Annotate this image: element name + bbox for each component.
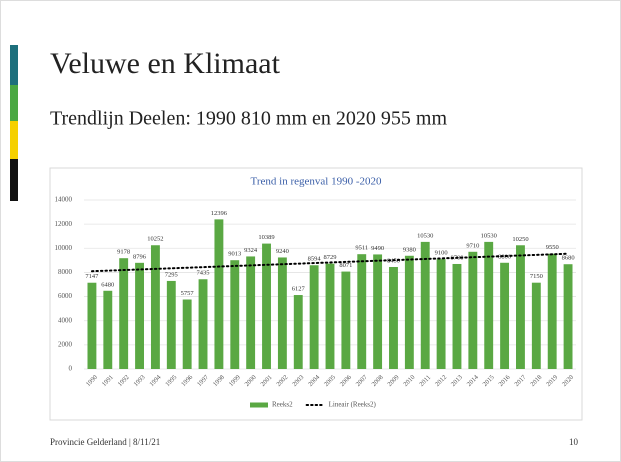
legend-label: Lineair (Reeks2): [329, 401, 377, 409]
y-tick-label: 0: [69, 365, 73, 373]
data-label: 9100: [435, 250, 448, 257]
bar: [119, 258, 129, 369]
accent: [10, 85, 18, 121]
y-tick-label: 2000: [58, 340, 73, 348]
data-label: 7150: [530, 273, 543, 280]
bar: [277, 257, 287, 369]
data-label: 7435: [197, 270, 210, 277]
bar: [484, 241, 494, 369]
legend-label: Reeks2: [272, 401, 293, 409]
data-label: 9550: [546, 244, 559, 251]
data-label: 8729: [324, 254, 337, 261]
bar: [166, 280, 176, 369]
data-label: 8680: [562, 255, 575, 262]
y-tick-label: 4000: [58, 316, 73, 324]
bar: [135, 262, 144, 369]
data-label: 7295: [165, 271, 178, 278]
y-tick-label: 6000: [58, 292, 73, 300]
data-label: 8796: [133, 253, 147, 260]
slide-subtitle: Trendlijn Deelen: 1990 810 mm en 2020 95…: [50, 108, 447, 130]
bar: [563, 264, 573, 369]
bar: [182, 299, 192, 369]
data-label: 6480: [101, 281, 114, 288]
bar: [230, 260, 240, 369]
data-label: 9710: [466, 242, 479, 249]
legend-swatch: [250, 402, 268, 408]
accent: [10, 121, 18, 159]
data-label: 10530: [417, 232, 433, 239]
bar: [103, 290, 113, 369]
y-tick-label: 14000: [55, 196, 73, 204]
data-label: 6127: [292, 286, 306, 293]
page-number: 10: [569, 437, 579, 447]
data-label: 8594: [308, 256, 322, 263]
data-label: 9380: [403, 246, 416, 253]
bar: [246, 256, 256, 369]
y-tick-label: 8000: [58, 268, 73, 276]
bar: [420, 241, 430, 369]
data-label: 10250: [512, 236, 528, 243]
bar: [436, 259, 446, 369]
data-label: 9511: [355, 245, 368, 252]
bar: [373, 254, 383, 369]
bar: [389, 266, 398, 369]
bar: [516, 245, 525, 369]
data-label: 9013: [228, 251, 241, 258]
bar: [404, 255, 414, 369]
accent: [10, 45, 18, 85]
data-label: 8800: [498, 253, 511, 260]
bar: [452, 263, 462, 369]
bar: [468, 251, 478, 369]
slide-title: Veluwe en Klimaat: [50, 47, 281, 80]
data-label: 7147: [85, 273, 99, 280]
data-label: 12396: [211, 210, 228, 217]
y-tick-label: 12000: [55, 220, 73, 228]
bar: [150, 245, 160, 369]
bar: [309, 265, 319, 369]
bar: [214, 219, 224, 369]
bar: [293, 295, 303, 369]
bar: [198, 279, 208, 369]
data-label: 10389: [258, 234, 274, 241]
footer: Provincie Gelderland | 8/11/21: [50, 437, 160, 447]
chart-title: Trend in regenval 1990 -2020: [251, 176, 382, 188]
data-label: 8071: [339, 262, 352, 269]
data-label: 10252: [147, 236, 163, 243]
bar: [547, 253, 557, 369]
data-label: 9240: [276, 248, 289, 255]
bar: [87, 282, 97, 369]
accent: [10, 159, 18, 201]
bar: [325, 263, 335, 369]
bar: [262, 243, 271, 369]
data-label: 9324: [244, 247, 258, 254]
data-label: 9178: [117, 249, 130, 256]
bar: [357, 254, 367, 369]
trend-line: [90, 252, 570, 273]
bar: [531, 282, 541, 369]
data-label: 9490: [371, 245, 384, 252]
bar: [500, 262, 510, 369]
data-label: 5757: [181, 290, 195, 297]
data-label: 10530: [481, 232, 497, 239]
y-tick-label: 10000: [55, 244, 73, 252]
bar: [341, 271, 351, 369]
